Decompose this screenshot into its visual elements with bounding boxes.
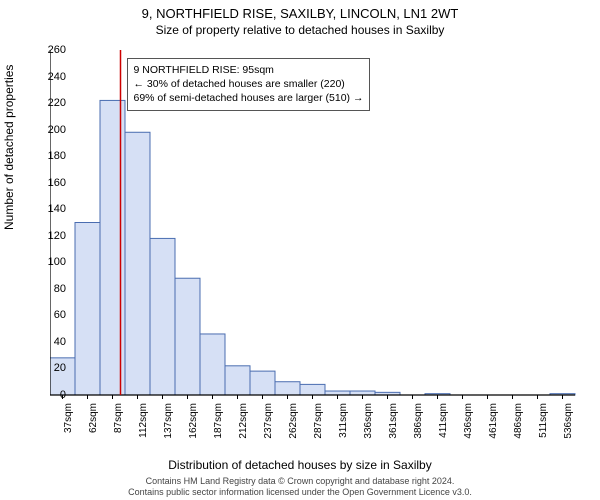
y-tick-label: 60 <box>54 309 66 321</box>
x-tick-label: 37sqm <box>63 403 74 443</box>
info-line-3: 69% of semi-detached houses are larger (… <box>134 91 364 105</box>
y-tick-label: 100 <box>48 256 66 268</box>
x-tick-label: 162sqm <box>188 403 199 443</box>
y-tick-label: 140 <box>48 203 66 215</box>
y-tick-label: 20 <box>54 362 66 374</box>
footer-attribution: Contains HM Land Registry data © Crown c… <box>0 476 600 498</box>
footer-line-1: Contains HM Land Registry data © Crown c… <box>0 476 600 487</box>
x-tick-label: 386sqm <box>413 403 424 443</box>
x-tick-label: 461sqm <box>488 403 499 443</box>
info-annotation-box: 9 NORTHFIELD RISE: 95sqm← 30% of detache… <box>127 58 371 111</box>
x-tick-label: 361sqm <box>388 403 399 443</box>
x-tick-label: 511sqm <box>538 403 549 443</box>
x-tick-label: 411sqm <box>438 403 449 443</box>
y-tick-label: 160 <box>48 177 66 189</box>
x-tick-label: 237sqm <box>263 403 274 443</box>
y-tick-label: 260 <box>48 44 66 56</box>
y-tick-label: 120 <box>48 230 66 242</box>
x-tick-label: 311sqm <box>338 403 349 443</box>
x-tick-label: 212sqm <box>238 403 249 443</box>
x-axis-label: Distribution of detached houses by size … <box>0 458 600 472</box>
y-tick-label: 180 <box>48 150 66 162</box>
x-tick-label: 486sqm <box>513 403 524 443</box>
x-tick-label: 87sqm <box>113 403 124 443</box>
y-tick-label: 220 <box>48 97 66 109</box>
y-tick-label: 80 <box>54 283 66 295</box>
info-line-1: 9 NORTHFIELD RISE: 95sqm <box>134 63 364 77</box>
x-tick-label: 187sqm <box>213 403 224 443</box>
x-tick-label: 137sqm <box>163 403 174 443</box>
y-tick-label: 0 <box>60 389 66 401</box>
chart-container: 9, NORTHFIELD RISE, SAXILBY, LINCOLN, LN… <box>0 0 600 500</box>
x-tick-label: 62sqm <box>88 403 99 443</box>
footer-line-2: Contains public sector information licen… <box>0 487 600 498</box>
y-tick-label: 240 <box>48 71 66 83</box>
x-tick-label: 287sqm <box>313 403 324 443</box>
x-tick-label: 536sqm <box>563 403 574 443</box>
y-axis-label: Number of detached properties <box>2 65 16 230</box>
info-line-2: ← 30% of detached houses are smaller (22… <box>134 77 364 91</box>
x-tick-label: 262sqm <box>288 403 299 443</box>
chart-title: 9, NORTHFIELD RISE, SAXILBY, LINCOLN, LN… <box>0 0 600 21</box>
chart-subtitle: Size of property relative to detached ho… <box>0 23 600 37</box>
x-tick-label: 336sqm <box>363 403 374 443</box>
y-tick-label: 40 <box>54 336 66 348</box>
x-tick-label: 112sqm <box>138 403 149 443</box>
y-tick-label: 200 <box>48 124 66 136</box>
x-tick-label: 436sqm <box>463 403 474 443</box>
